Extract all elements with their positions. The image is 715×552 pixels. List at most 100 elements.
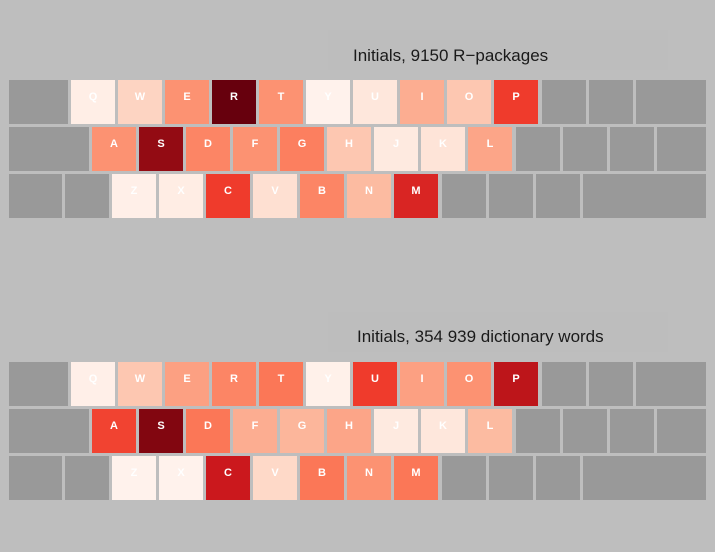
key-label: G [297,420,307,432]
key-label: O [464,373,474,385]
key-p: P [494,362,538,406]
blank-key [610,409,654,453]
blank-key [516,127,560,171]
key-label: T [277,91,285,103]
key-a: A [92,127,136,171]
key-label: D [204,138,212,150]
key-q: Q [71,80,115,124]
key-label: O [464,91,474,103]
key-t: T [259,362,303,406]
blank-key [542,362,586,406]
key-label: A [110,138,118,150]
blank-key [65,456,109,500]
key-label: P [512,91,520,103]
chart-title: Initials, 354 939 dictionary words [357,327,604,346]
key-label: X [177,467,185,479]
key-label: X [177,185,185,197]
blank-key [442,174,486,218]
panel-background [328,312,668,352]
key-e: E [165,80,209,124]
key-m: M [394,456,438,500]
key-label: Y [324,373,332,385]
key-label: T [277,373,285,385]
key-label: N [365,185,373,197]
key-s: S [139,127,183,171]
key-i: I [400,362,444,406]
key-label: I [420,373,424,385]
blank-key [442,456,486,500]
key-label: L [486,420,494,432]
key-k: K [421,127,465,171]
key-f: F [233,409,277,453]
key-g: G [280,409,324,453]
key-z: Z [112,456,156,500]
key-label: R [230,91,238,103]
blank-key [636,80,706,124]
blank-key [583,174,706,218]
key-p: P [494,80,538,124]
key-label: P [512,373,520,385]
blank-key [516,409,560,453]
key-e: E [165,362,209,406]
key-d: D [186,127,230,171]
chart-title: Initials, 9150 R−packages [353,46,549,65]
key-label: J [392,420,400,432]
key-x: X [159,174,203,218]
key-label: S [157,420,165,432]
key-label: W [134,91,146,103]
key-v: V [253,456,297,500]
key-h: H [327,409,371,453]
key-label: N [365,467,373,479]
key-label: E [183,91,191,103]
blank-key [563,409,607,453]
key-l: L [468,127,512,171]
key-k: K [421,409,465,453]
key-label: A [110,420,118,432]
key-label: Q [88,373,98,385]
key-s: S [139,409,183,453]
key-label: M [411,185,421,197]
key-label: V [271,467,279,479]
blank-key [542,80,586,124]
key-g: G [280,127,324,171]
key-label: F [251,138,259,150]
key-label: Y [324,91,332,103]
key-r: R [212,362,256,406]
key-b: B [300,456,344,500]
panel-background [328,30,668,70]
key-x: X [159,456,203,500]
blank-key [9,456,62,500]
blank-key [563,127,607,171]
key-r: R [212,80,256,124]
key-n: N [347,174,391,218]
key-label: C [224,185,232,197]
key-label: W [134,373,146,385]
key-m: M [394,174,438,218]
key-label: L [486,138,494,150]
key-label: C [224,467,232,479]
blank-key [657,127,706,171]
key-u: U [353,362,397,406]
key-label: M [411,467,421,479]
key-label: F [251,420,259,432]
key-label: Q [88,91,98,103]
blank-key [489,456,533,500]
key-o: O [447,362,491,406]
key-z: Z [112,174,156,218]
key-t: T [259,80,303,124]
key-y: Y [306,362,350,406]
key-label: H [345,420,353,432]
key-n: N [347,456,391,500]
key-h: H [327,127,371,171]
blank-key [657,409,706,453]
key-label: V [271,185,279,197]
key-w: W [118,362,162,406]
key-label: U [371,91,379,103]
key-label: G [297,138,307,150]
blank-key [9,362,68,406]
key-label: B [318,467,326,479]
key-l: L [468,409,512,453]
key-c: C [206,456,250,500]
key-y: Y [306,80,350,124]
key-label: R [230,373,238,385]
